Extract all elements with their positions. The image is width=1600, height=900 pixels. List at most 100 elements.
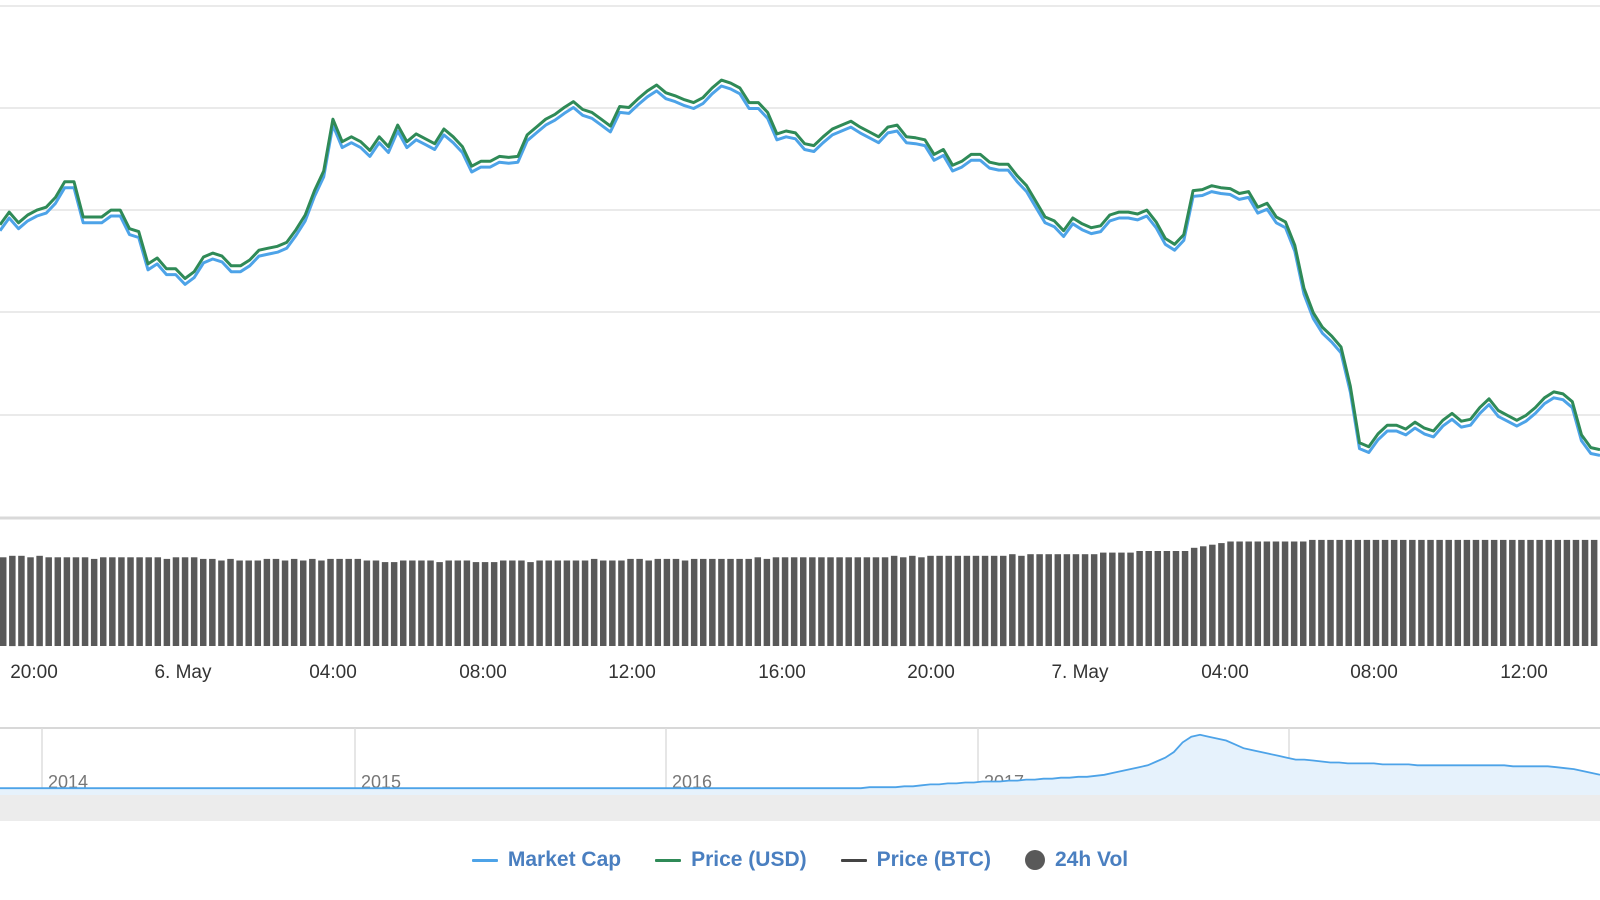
- volume-bar: [790, 557, 798, 646]
- volume-bar: [1090, 554, 1098, 646]
- volume-bar: [190, 557, 198, 646]
- legend-item-24h-vol[interactable]: 24h Vol: [1024, 848, 1128, 872]
- x-tick-label: 7. May: [1051, 662, 1109, 683]
- navigator-scrollbar[interactable]: [0, 795, 1600, 821]
- volume-bar: [518, 560, 525, 646]
- volume-bar: [300, 560, 307, 646]
- volume-bar: [200, 558, 207, 646]
- volume-bar: [763, 558, 771, 646]
- volume-bar: [1163, 551, 1171, 646]
- volume-bar: [745, 558, 752, 646]
- volume-bar: [1500, 539, 1507, 646]
- volume-bar: [581, 560, 589, 646]
- legend-item-market-cap[interactable]: Market Cap: [471, 848, 622, 872]
- volume-bar: [1363, 539, 1371, 646]
- series-market-cap: [0, 84, 1600, 457]
- volume-bar: [527, 562, 534, 646]
- volume-bar: [1445, 539, 1452, 646]
- volume-bar: [818, 557, 825, 646]
- volume-bar: [345, 558, 352, 646]
- price-chart[interactable]: 20:00 6. May 04:00 08:00 12:00 16:00 20:00 7. M…: [0, 0, 1600, 840]
- volume-bar: [636, 558, 643, 646]
- volume-bar: [1100, 552, 1107, 646]
- market-cap-swatch-icon: [471, 858, 498, 862]
- navigator[interactable]: 20142015201620172018: [0, 727, 1600, 821]
- volume-bar: [1063, 554, 1071, 646]
- volume-bar: [172, 557, 180, 646]
- volume-bar: [1018, 555, 1025, 647]
- navigator-area-fill: [0, 734, 1600, 795]
- volume-bar: [1000, 555, 1007, 647]
- volume-bar: [709, 558, 716, 646]
- volume-bar: [72, 557, 80, 646]
- volume-bar: [27, 557, 34, 646]
- volume-bar: [1472, 539, 1480, 646]
- volume-bar: [545, 560, 552, 646]
- x-tick-label: 04:00: [309, 662, 357, 683]
- volume-bar: [1409, 539, 1416, 646]
- volume-bar: [400, 560, 407, 646]
- volume-bar: [318, 560, 325, 646]
- price-btc-swatch-icon: [840, 858, 867, 862]
- volume-bar: [272, 558, 280, 646]
- volume-bar: [1390, 539, 1398, 646]
- volume-bar: [1463, 539, 1471, 646]
- volume-bars: [0, 539, 1598, 647]
- navigator-year-label: 2014: [48, 772, 88, 792]
- volume-bar: [154, 557, 162, 646]
- volume-bar: [0, 557, 7, 646]
- volume-bar: [354, 558, 362, 646]
- volume-bar: [1536, 539, 1543, 646]
- volume-bar: [90, 558, 98, 646]
- volume-bar: [936, 555, 943, 647]
- volume-bar: [1118, 552, 1125, 646]
- volume-bar: [927, 555, 934, 647]
- volume-bar: [572, 560, 580, 646]
- volume-bar: [472, 562, 480, 646]
- volume-bar: [681, 560, 689, 646]
- volume-bar: [1263, 541, 1271, 646]
- volume-bar: [1254, 541, 1262, 646]
- legend-item-price-btc[interactable]: Price (BTC): [840, 848, 991, 872]
- volume-bar: [36, 555, 43, 647]
- volume-bar: [845, 557, 852, 646]
- legend-label-market-cap: Market Cap: [507, 848, 622, 871]
- volume-bar: [609, 560, 616, 646]
- volume-bar: [9, 555, 16, 647]
- volume-bar: [554, 560, 562, 646]
- volume-bar: [45, 557, 52, 646]
- volume-bar: [1327, 539, 1334, 646]
- navigator-series-line: [0, 733, 1600, 790]
- volume-bar: [509, 560, 516, 646]
- volume-bar: [290, 558, 298, 646]
- volume-bar: [336, 558, 343, 646]
- volume-bar: [1054, 554, 1062, 646]
- volume-bar: [1345, 539, 1352, 646]
- volume-bar: [1418, 539, 1425, 646]
- volume-bar: [263, 558, 271, 646]
- legend-item-price-usd[interactable]: Price (USD): [655, 848, 807, 872]
- volume-bar: [945, 555, 952, 647]
- volume-bar: [63, 557, 71, 646]
- volume-bar: [1581, 539, 1589, 646]
- volume-bar: [618, 560, 625, 646]
- volume-bar: [1481, 539, 1489, 646]
- volume-bar: [1218, 543, 1225, 646]
- volume-bar: [627, 558, 634, 646]
- volume-bar: [1290, 541, 1298, 646]
- volume-bar: [109, 557, 116, 646]
- volume-bar: [600, 560, 607, 646]
- volume-bar: [718, 558, 725, 646]
- volume-bar: [1545, 539, 1552, 646]
- volume-bar: [672, 558, 680, 646]
- volume-bar: [381, 562, 389, 646]
- volume-bar: [863, 557, 871, 646]
- volume-bar: [1563, 539, 1571, 646]
- x-tick-label: 08:00: [1350, 662, 1398, 683]
- x-tick-label: 16:00: [758, 662, 806, 683]
- volume-bar: [772, 557, 780, 646]
- volume-bar: [1354, 539, 1362, 646]
- price-series: [0, 78, 1600, 457]
- volume-bar: [372, 560, 380, 646]
- volume-bar: [972, 555, 980, 647]
